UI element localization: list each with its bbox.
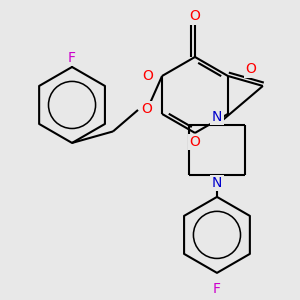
Text: F: F bbox=[213, 282, 221, 296]
Text: N: N bbox=[212, 110, 222, 124]
Text: O: O bbox=[142, 102, 152, 116]
Text: O: O bbox=[190, 135, 200, 149]
Text: O: O bbox=[190, 9, 200, 23]
Text: O: O bbox=[142, 69, 153, 83]
Text: F: F bbox=[68, 51, 76, 65]
Text: O: O bbox=[246, 62, 256, 76]
Text: N: N bbox=[212, 176, 222, 190]
